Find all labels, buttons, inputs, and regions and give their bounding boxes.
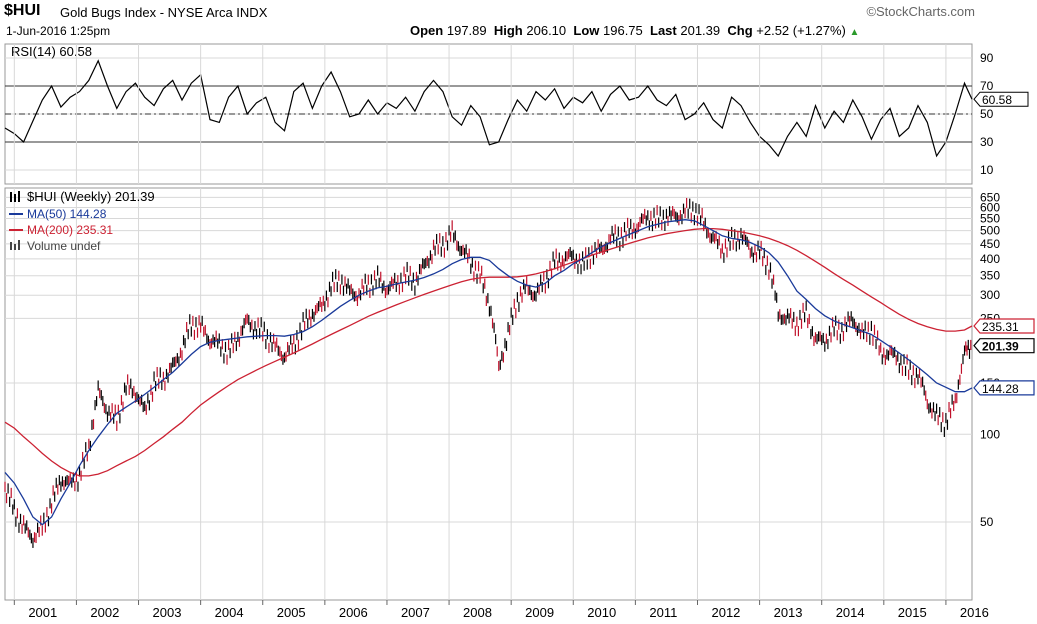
ma50-value: 144.28 bbox=[982, 382, 1019, 396]
low-label: Low bbox=[573, 23, 600, 38]
x-tick-label: 2014 bbox=[836, 605, 865, 620]
x-tick-label: 2005 bbox=[277, 605, 306, 620]
ma50-legend: MA(50) 144.28 bbox=[27, 207, 107, 221]
high-label: High bbox=[493, 23, 523, 38]
price-tick-label: 550 bbox=[980, 212, 1000, 226]
ma200-marker bbox=[973, 318, 1035, 334]
price-frame bbox=[4, 187, 973, 601]
x-tick-label: 2016 bbox=[960, 605, 989, 620]
last-marker bbox=[973, 338, 1035, 354]
price-tick-label: 350 bbox=[980, 269, 1000, 283]
x-tick-label: 2015 bbox=[898, 605, 927, 620]
price-tick-label: 450 bbox=[980, 237, 1000, 251]
x-axis: 2001 2002 2003 2004 2005 2006 2007 2008 2009 2010… bbox=[13, 600, 989, 620]
chg-value: +2.52 (+1.27%) bbox=[756, 23, 846, 38]
x-tick-label: 2008 bbox=[463, 605, 492, 620]
price-panel: 50100150250300350400450500550600650$HUI … bbox=[4, 187, 1035, 601]
price-tick-label: 50 bbox=[980, 515, 994, 529]
ma50-line bbox=[4, 219, 973, 526]
chg-label: Chg bbox=[727, 23, 753, 38]
x-tick-label: 2004 bbox=[215, 605, 244, 620]
rsi-tick-label: 70 bbox=[980, 79, 994, 93]
last-value: 201.39 bbox=[982, 340, 1019, 354]
price-tick-label: 650 bbox=[980, 190, 1000, 204]
up-arrow-icon: ▲ bbox=[849, 27, 860, 38]
x-tick-label: 2011 bbox=[649, 605, 677, 620]
ma200-legend: MA(200) 235.31 bbox=[27, 223, 113, 237]
x-tick-label: 2002 bbox=[90, 605, 119, 620]
ma200-line bbox=[4, 227, 973, 477]
x-tick-label: 2007 bbox=[401, 605, 430, 620]
x-tick-label: 2001 bbox=[28, 605, 57, 620]
price-tick-label: 500 bbox=[980, 224, 1000, 238]
low-value: 196.75 bbox=[603, 23, 643, 38]
price-legend-icon bbox=[10, 191, 20, 202]
brand-logo[interactable]: ©StockCharts.com bbox=[866, 4, 975, 19]
rsi-tick-label: 10 bbox=[980, 163, 994, 177]
rsi-last-marker bbox=[973, 91, 1029, 107]
price-tick-label: 400 bbox=[980, 252, 1000, 266]
volume-legend-icon bbox=[10, 240, 20, 250]
ma200-value: 235.31 bbox=[982, 320, 1019, 334]
ticker-symbol: $HUI bbox=[4, 2, 41, 19]
rsi-last-value: 60.58 bbox=[982, 93, 1012, 107]
last-value: 201.39 bbox=[680, 23, 721, 38]
x-tick-label: 2009 bbox=[525, 605, 554, 620]
price-tick-label: 300 bbox=[980, 288, 1000, 302]
rsi-tick-label: 90 bbox=[980, 51, 994, 65]
ma50-marker bbox=[973, 380, 1035, 396]
x-tick-label: 2010 bbox=[587, 605, 616, 620]
volume-legend: Volume undef bbox=[27, 239, 101, 253]
x-tick-label: 2012 bbox=[711, 605, 740, 620]
rsi-panel: 10 30 50 70 90 RSI(14) 60.58 60.58 bbox=[4, 43, 1029, 185]
rsi-legend: RSI(14) 60.58 bbox=[11, 44, 92, 59]
rsi-tick-label: 30 bbox=[980, 135, 994, 149]
price-tick-label: 100 bbox=[980, 427, 1000, 441]
high-value: 206.10 bbox=[526, 23, 567, 38]
rsi-tick-label: 50 bbox=[980, 107, 994, 121]
ticker-name: Gold Bugs Index - NYSE Arca INDX bbox=[60, 5, 268, 20]
rsi-line bbox=[4, 59, 973, 158]
last-label: Last bbox=[650, 23, 677, 38]
x-tick-label: 2003 bbox=[153, 605, 182, 620]
quote-date: 1-Jun-2016 1:25pm bbox=[6, 24, 111, 38]
quote-summary: Open 197.89 High 206.10 Low 196.75 Last … bbox=[410, 23, 859, 38]
open-value: 197.89 bbox=[446, 23, 487, 38]
price-legend: $HUI (Weekly) 201.39 bbox=[27, 189, 155, 204]
price-tick-label: 600 bbox=[980, 201, 1000, 215]
open-label: Open bbox=[410, 23, 444, 38]
x-tick-label: 2013 bbox=[774, 605, 803, 620]
x-tick-label: 2006 bbox=[339, 605, 368, 620]
